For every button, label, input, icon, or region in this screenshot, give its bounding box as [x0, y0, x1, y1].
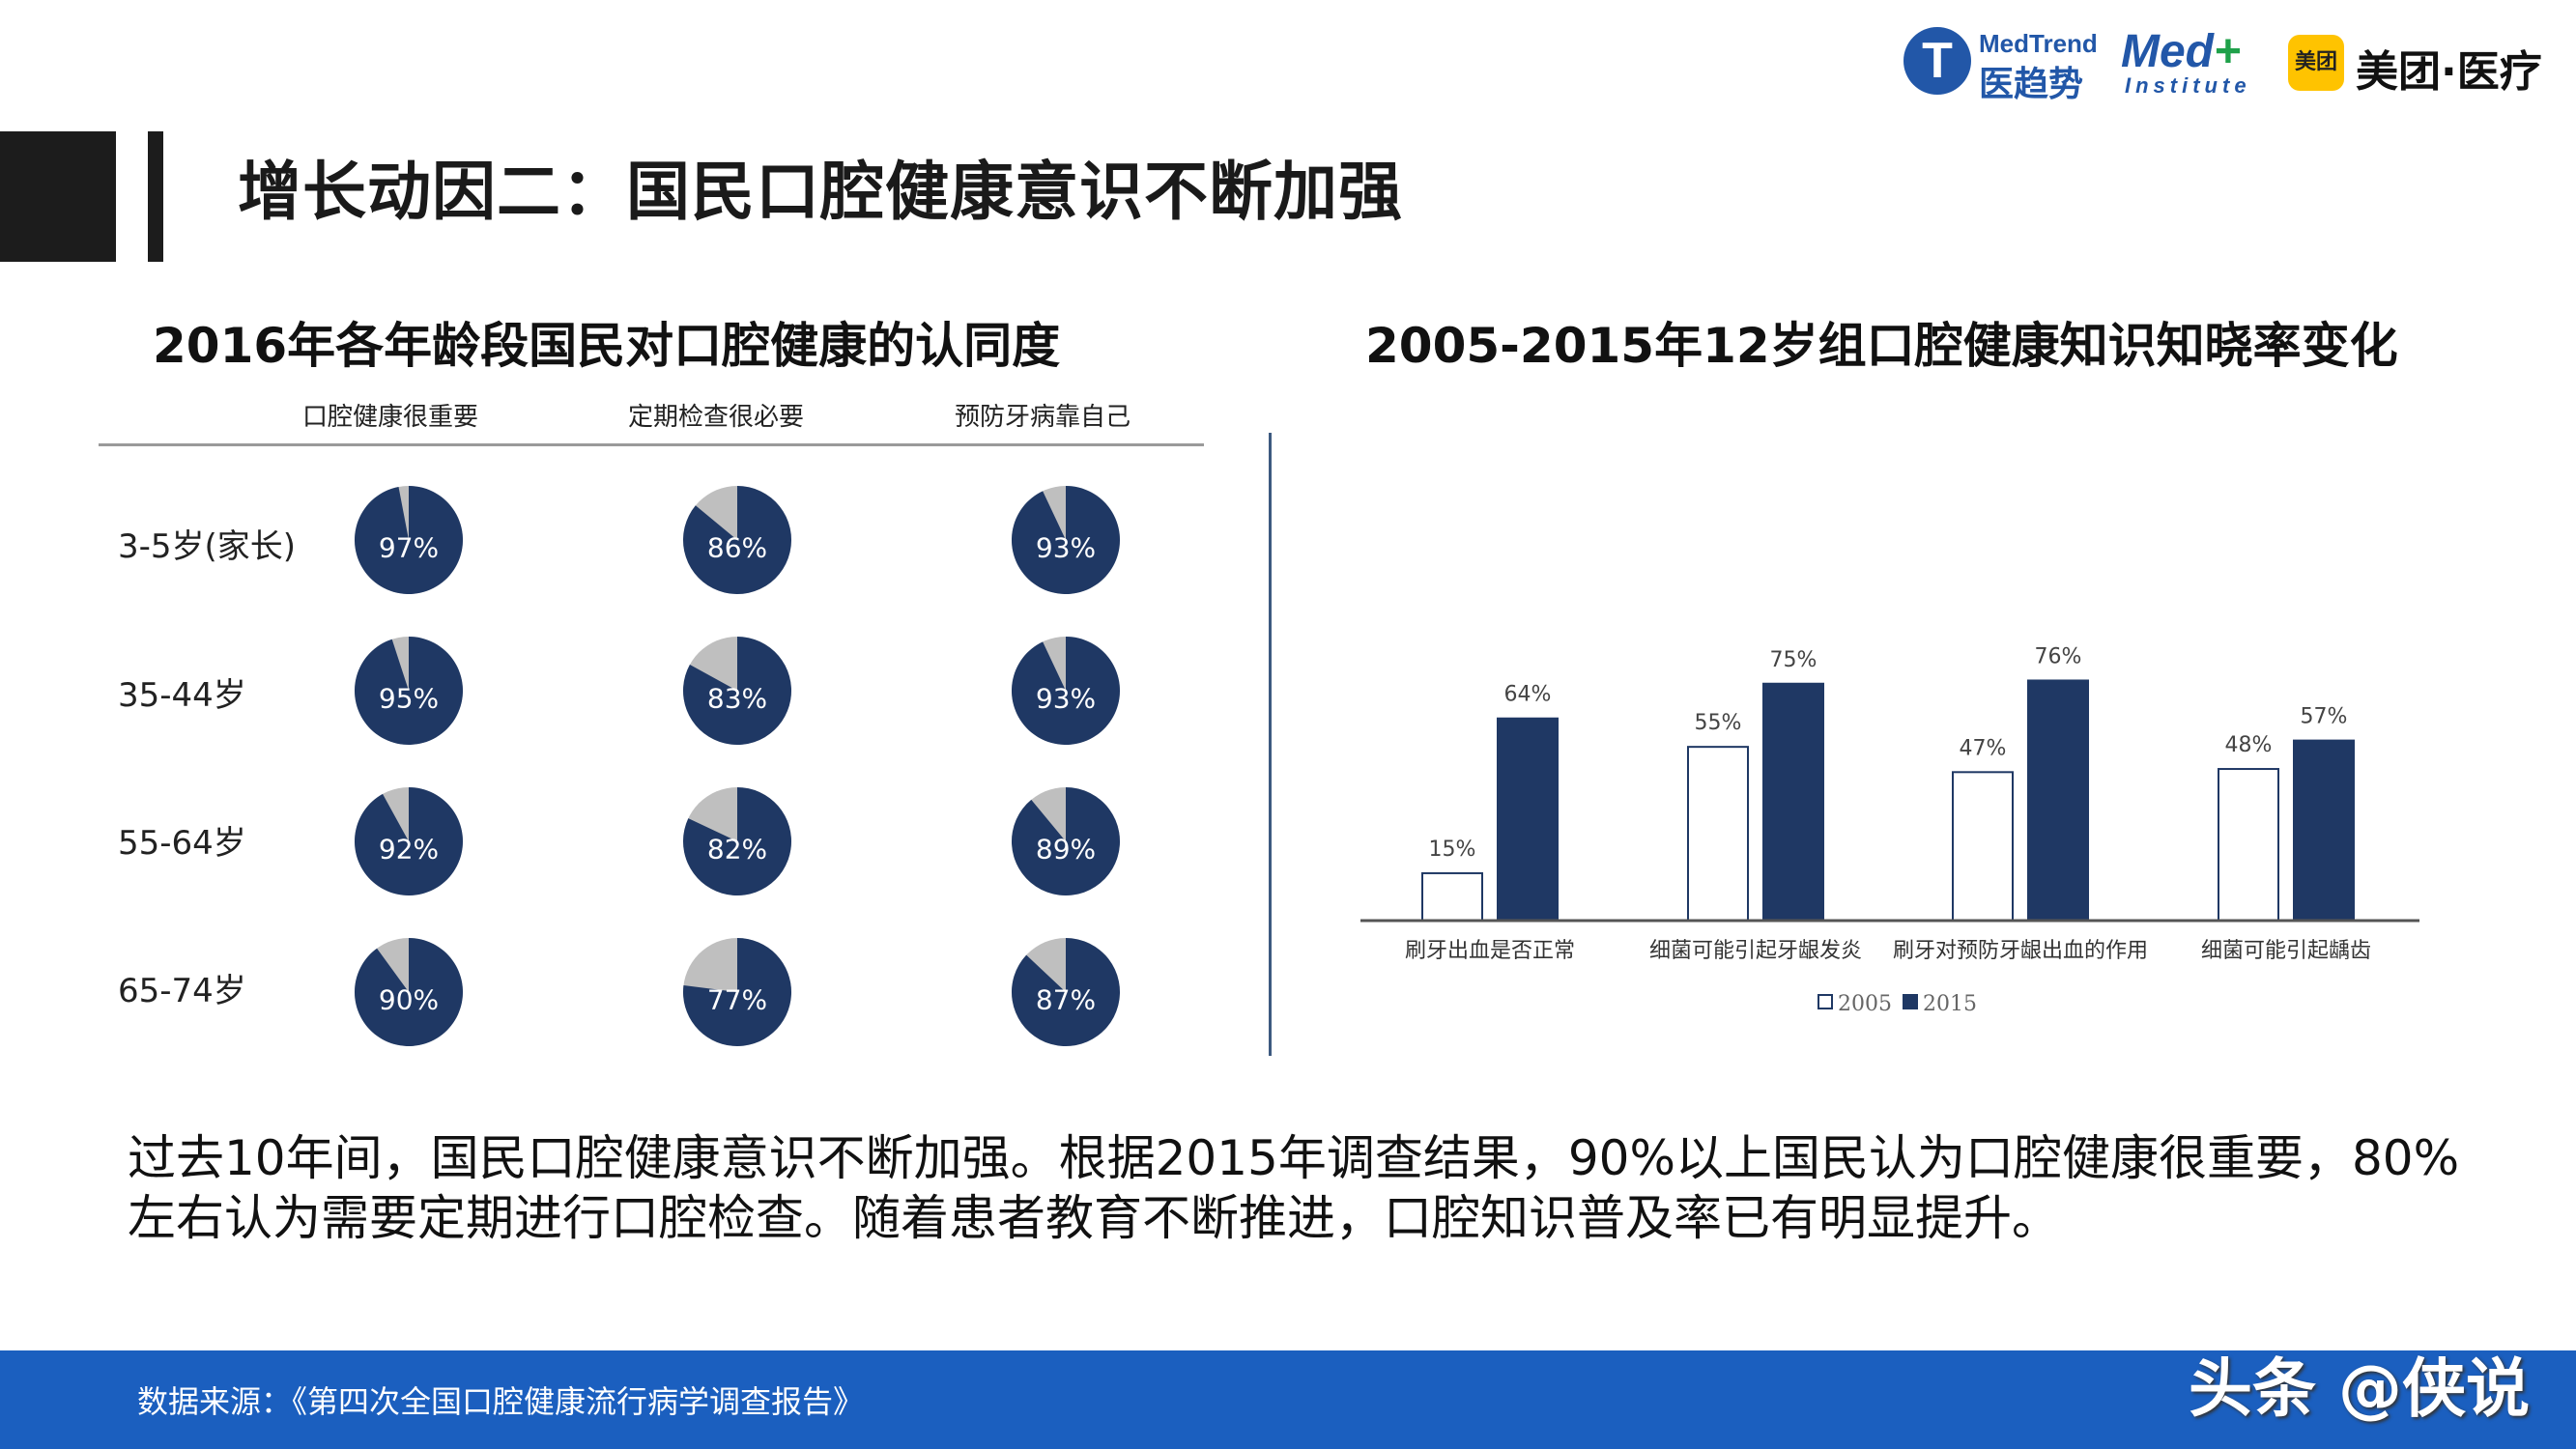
bar-2015-1: [1497, 717, 1559, 922]
bar-value-label: 47%: [1960, 736, 2007, 760]
pie-value-label: 92%: [378, 833, 440, 866]
category-label: 细菌可能引起龋齿: [2201, 939, 2371, 963]
med-plus-sub: Institute: [2125, 73, 2251, 98]
pie-slice-value: [683, 486, 791, 594]
pie-value-label: 89%: [1035, 833, 1097, 866]
row-label-2: 35-44岁: [118, 676, 246, 715]
bar-value-label: 76%: [2035, 644, 2082, 668]
pie-2-1: [355, 637, 463, 745]
med-plus-sign: +: [2214, 26, 2242, 77]
footer-bar: [0, 1350, 2576, 1449]
pie-3-3: [1012, 787, 1120, 895]
bar-2015-4: [2293, 739, 2355, 922]
legend-swatch-2005: [1818, 994, 1833, 1009]
pie-slice-value: [355, 787, 463, 895]
pie-2-3: [1012, 637, 1120, 745]
data-source: 数据来源：《第四次全国口腔健康流行病学调查报告》: [137, 1383, 865, 1420]
category-label: 刷牙对预防牙龈出血的作用: [1893, 939, 2148, 963]
pie-value-label: 95%: [378, 682, 440, 715]
bar-2015-3: [2027, 679, 2089, 922]
pie-3-1: [355, 787, 463, 895]
medtrend-logo: T MedTrend 医趋势: [1903, 27, 2098, 104]
pie-1-1: [355, 486, 463, 594]
pie-slice-value: [1012, 637, 1120, 745]
legend-label-2015: 2015: [1923, 992, 1977, 1016]
header-bar: [148, 131, 163, 262]
row-label-3: 55-64岁: [118, 824, 246, 863]
pie-value-label: 90%: [378, 983, 440, 1016]
pie-value-label: 93%: [1035, 682, 1097, 715]
column-header-1: 口腔健康很重要: [301, 403, 479, 432]
pie-slice-value: [683, 787, 791, 895]
medtrend-mark: T: [1903, 27, 1971, 95]
bar-2005-3: [1952, 771, 2014, 922]
row-label-4: 65-74岁: [118, 972, 246, 1010]
pie-slice-value: [683, 938, 791, 1046]
medtrend-cn: 医趋势: [1979, 65, 2084, 104]
pie-value-label: 87%: [1035, 983, 1097, 1016]
watermark: 头条 @侠说: [2189, 1351, 2530, 1426]
pie-value-label: 82%: [706, 833, 768, 866]
bar-value-label: 57%: [2301, 705, 2348, 729]
bar-2005-2: [1687, 746, 1749, 923]
pie-value-label: 77%: [706, 983, 768, 1016]
column-header-2: 定期检查很必要: [627, 403, 805, 432]
pie-slice-value: [1012, 486, 1120, 594]
pie-slice-value: [1012, 938, 1120, 1046]
meituan-mark: 美团: [2288, 35, 2344, 91]
meituan-logo: 美团 美团·医疗: [2288, 35, 2542, 97]
bar-2015-2: [1762, 682, 1824, 922]
bar-chart: 15% 64% 刷牙出血是否正常 55% 75% 细菌可能引起牙龈发炎 47% 76% 刷牙对预…: [1360, 644, 2419, 1016]
pie-1-2: [683, 486, 791, 594]
legend-swatch-2015: [1903, 994, 1918, 1009]
header-block: [0, 131, 116, 262]
med-plus-main: Med: [2121, 26, 2214, 77]
meituan-name: 美团·医疗: [2356, 47, 2542, 97]
category-label: 细菌可能引起牙龈发炎: [1649, 939, 1862, 963]
category-label: 刷牙出血是否正常: [1405, 939, 1575, 963]
bar-value-label: 15%: [1429, 838, 1476, 862]
right-chart-title: 2005-2015年12岁组口腔健康知识知晓率变化: [1365, 318, 2398, 374]
pie-slice-value: [355, 486, 463, 594]
bar-value-label: 75%: [1770, 648, 1818, 672]
pie-value-label: 83%: [706, 682, 768, 715]
summary-paragraph: 过去10年间，国民口腔健康意识不断加强。根据2015年调查结果，90%以上国民认…: [128, 1130, 2460, 1246]
pie-1-3: [1012, 486, 1120, 594]
column-header-3: 预防牙病靠自己: [954, 403, 1131, 432]
bar-value-label: 64%: [1504, 683, 1552, 707]
pie-4-1: [355, 938, 463, 1046]
pie-slice-value: [355, 637, 463, 745]
left-chart-title: 2016年各年龄段国民对口腔健康的认同度: [153, 318, 1061, 374]
pie-value-label: 86%: [706, 531, 768, 564]
bar-value-label: 48%: [2225, 733, 2273, 757]
row-label-1: 3-5岁(家长): [118, 527, 297, 566]
pie-slice-value: [1012, 787, 1120, 895]
pie-slice-value: [683, 637, 791, 745]
pie-slice-value: [355, 938, 463, 1046]
pie-3-2: [683, 787, 791, 895]
bar-value-label: 55%: [1695, 711, 1742, 735]
med-plus-logo: Med+ Institute: [2121, 25, 2247, 98]
bar-2005-1: [1421, 871, 1483, 923]
bar-2005-4: [2218, 768, 2279, 922]
pie-value-label: 97%: [378, 531, 440, 564]
pie-2-2: [683, 637, 791, 745]
medtrend-en: MedTrend: [1979, 29, 2098, 58]
header-rule: [99, 443, 1204, 446]
panel-divider: [1269, 433, 1272, 1056]
pie-4-2: [683, 938, 791, 1046]
pie-4-3: [1012, 938, 1120, 1046]
slide-title: 增长动因二：国民口腔健康意识不断加强: [238, 155, 1403, 229]
legend-label-2005: 2005: [1838, 992, 1892, 1016]
pie-value-label: 93%: [1035, 531, 1097, 564]
